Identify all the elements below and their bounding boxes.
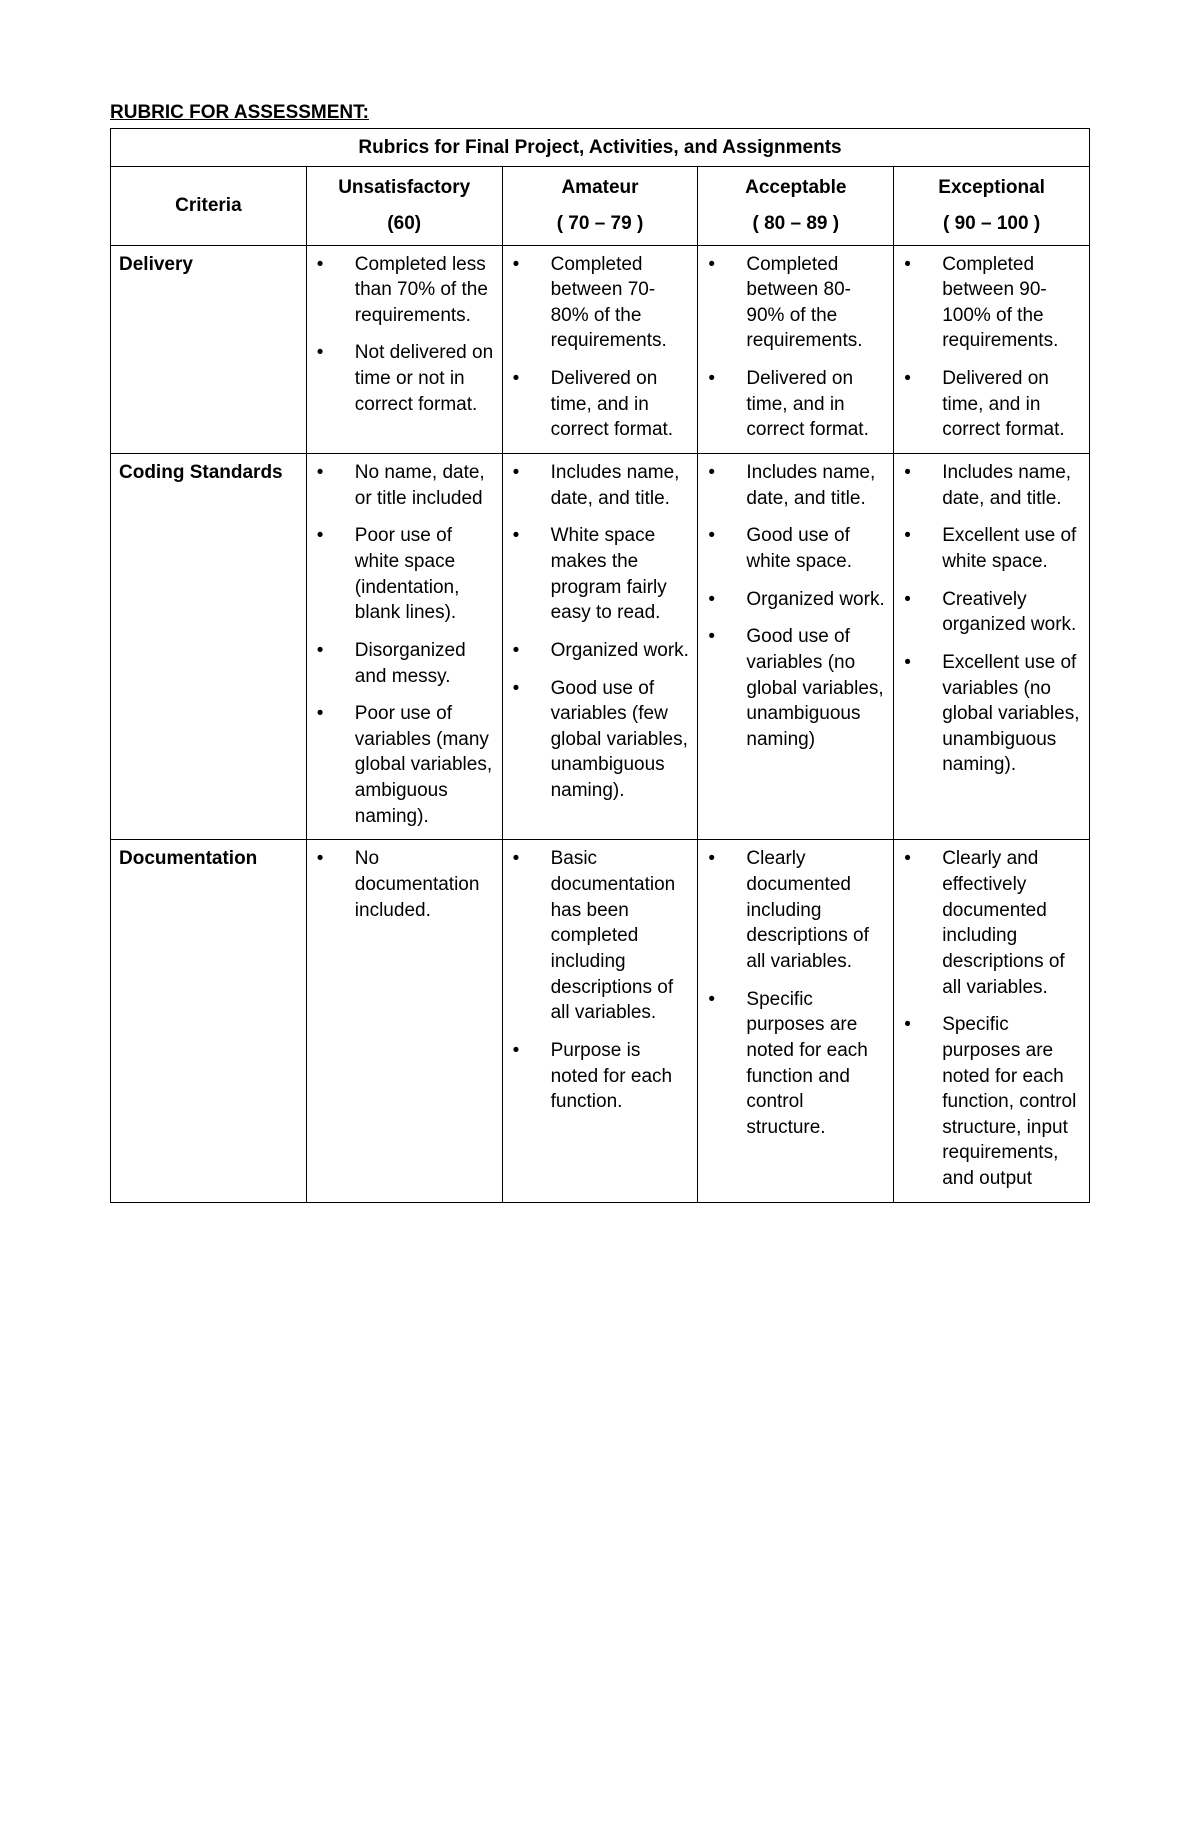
bullet-list: No name, date, or title included Poor use… <box>315 460 494 829</box>
bullet-list: Completed between 70-80% of the requirem… <box>511 252 690 443</box>
rubric-cell: Completed between 80-90% of the requirem… <box>698 245 894 453</box>
rubric-cell: Clearly documented including description… <box>698 840 894 1202</box>
bullet-item: Good use of variables (few global variab… <box>511 676 690 804</box>
rubric-cell: Completed between 70-80% of the requirem… <box>502 245 698 453</box>
bullet-list: Clearly and effectively documented inclu… <box>902 846 1081 1191</box>
bullet-item: No name, date, or title included <box>315 460 494 511</box>
header-amateur: Amateur ( 70 – 79 ) <box>502 167 698 245</box>
bullet-item: Good use of variables (no global variabl… <box>706 624 885 752</box>
bullet-item: Delivered on time, and in correct format… <box>511 366 690 443</box>
header-range: ( 90 – 100 ) <box>943 213 1040 234</box>
bullet-item: Purpose is noted for each function. <box>511 1038 690 1115</box>
rubric-cell: Includes name, date, and title. Good use … <box>698 454 894 840</box>
bullet-list: Includes name, date, and title. Excellent… <box>902 460 1081 778</box>
bullet-list: Includes name, date, and title. Good use … <box>706 460 885 752</box>
rubric-cell: Includes name, date, and title. Excellent… <box>894 454 1090 840</box>
table-header-row: Criteria Unsatisfactory (60) Amateur ( 7… <box>111 167 1090 245</box>
rubric-cell: No name, date, or title included Poor use… <box>306 454 502 840</box>
header-range: ( 70 – 79 ) <box>557 213 644 234</box>
bullet-item: Poor use of variables (many global varia… <box>315 701 494 829</box>
bullet-item: Completed between 80-90% of the requirem… <box>706 252 885 355</box>
bullet-item: Delivered on time, and in correct format… <box>706 366 885 443</box>
rubric-cell: Completed between 90-100% of the require… <box>894 245 1090 453</box>
bullet-item: Clearly documented including description… <box>706 846 885 974</box>
header-exceptional: Exceptional ( 90 – 100 ) <box>894 167 1090 245</box>
rubric-cell: No documentation included. <box>306 840 502 1202</box>
bullet-item: Organized work. <box>511 638 690 664</box>
table-row: DocumentationNo documentation included.B… <box>111 840 1090 1202</box>
rubric-cell: Includes name, date, and title. White spa… <box>502 454 698 840</box>
rubric-table: Rubrics for Final Project, Activities, a… <box>110 128 1090 1203</box>
bullet-item: Specific purposes are noted for each fun… <box>706 987 885 1141</box>
bullet-item: Good use of white space. <box>706 523 885 574</box>
bullet-item: Completed between 90-100% of the require… <box>902 252 1081 355</box>
header-range: ( 80 – 89 ) <box>752 213 839 234</box>
bullet-item: Specific purposes are noted for each fun… <box>902 1012 1081 1191</box>
bullet-item: Includes name, date, and title. <box>902 460 1081 511</box>
bullet-item: Clearly and effectively documented inclu… <box>902 846 1081 1000</box>
rubric-cell: Clearly and effectively documented inclu… <box>894 840 1090 1202</box>
table-title-row: Rubrics for Final Project, Activities, a… <box>111 128 1090 167</box>
bullet-item: Includes name, date, and title. <box>511 460 690 511</box>
rubric-cell: Completed less than 70% of the requireme… <box>306 245 502 453</box>
header-criteria: Criteria <box>111 167 307 245</box>
criteria-cell: Delivery <box>111 245 307 453</box>
header-unsatisfactory: Unsatisfactory (60) <box>306 167 502 245</box>
table-title: Rubrics for Final Project, Activities, a… <box>111 128 1090 167</box>
rubric-cell: Basic documentation has been completed i… <box>502 840 698 1202</box>
header-range: (60) <box>387 213 421 234</box>
bullet-list: Includes name, date, and title. White spa… <box>511 460 690 804</box>
bullet-item: Disorganized and messy. <box>315 638 494 689</box>
bullet-item: Excellent use of variables (no global va… <box>902 650 1081 778</box>
bullet-list: No documentation included. <box>315 846 494 923</box>
table-row: DeliveryCompleted less than 70% of the r… <box>111 245 1090 453</box>
header-label: Acceptable <box>704 175 887 201</box>
bullet-item: Completed between 70-80% of the requirem… <box>511 252 690 355</box>
header-label: Unsatisfactory <box>313 175 496 201</box>
bullet-item: Completed less than 70% of the requireme… <box>315 252 494 329</box>
bullet-list: Completed between 90-100% of the require… <box>902 252 1081 443</box>
bullet-list: Clearly documented including description… <box>706 846 885 1140</box>
criteria-cell: Documentation <box>111 840 307 1202</box>
header-acceptable: Acceptable ( 80 – 89 ) <box>698 167 894 245</box>
bullet-item: Delivered on time, and in correct format… <box>902 366 1081 443</box>
bullet-item: Creatively organized work. <box>902 587 1081 638</box>
bullet-list: Completed less than 70% of the requireme… <box>315 252 494 418</box>
bullet-item: Poor use of white space (indentation, bl… <box>315 523 494 626</box>
header-label: Exceptional <box>900 175 1083 201</box>
bullet-item: Includes name, date, and title. <box>706 460 885 511</box>
section-heading: RUBRIC FOR ASSESSMENT: <box>110 100 1090 126</box>
header-label: Amateur <box>509 175 692 201</box>
bullet-item: White space makes the program fairly eas… <box>511 523 690 626</box>
bullet-item: Excellent use of white space. <box>902 523 1081 574</box>
table-row: Coding StandardsNo name, date, or title … <box>111 454 1090 840</box>
criteria-cell: Coding Standards <box>111 454 307 840</box>
bullet-item: Not delivered on time or not in correct … <box>315 340 494 417</box>
bullet-item: Organized work. <box>706 587 885 613</box>
bullet-item: Basic documentation has been completed i… <box>511 846 690 1025</box>
bullet-item: No documentation included. <box>315 846 494 923</box>
bullet-list: Basic documentation has been completed i… <box>511 846 690 1114</box>
bullet-list: Completed between 80-90% of the requirem… <box>706 252 885 443</box>
